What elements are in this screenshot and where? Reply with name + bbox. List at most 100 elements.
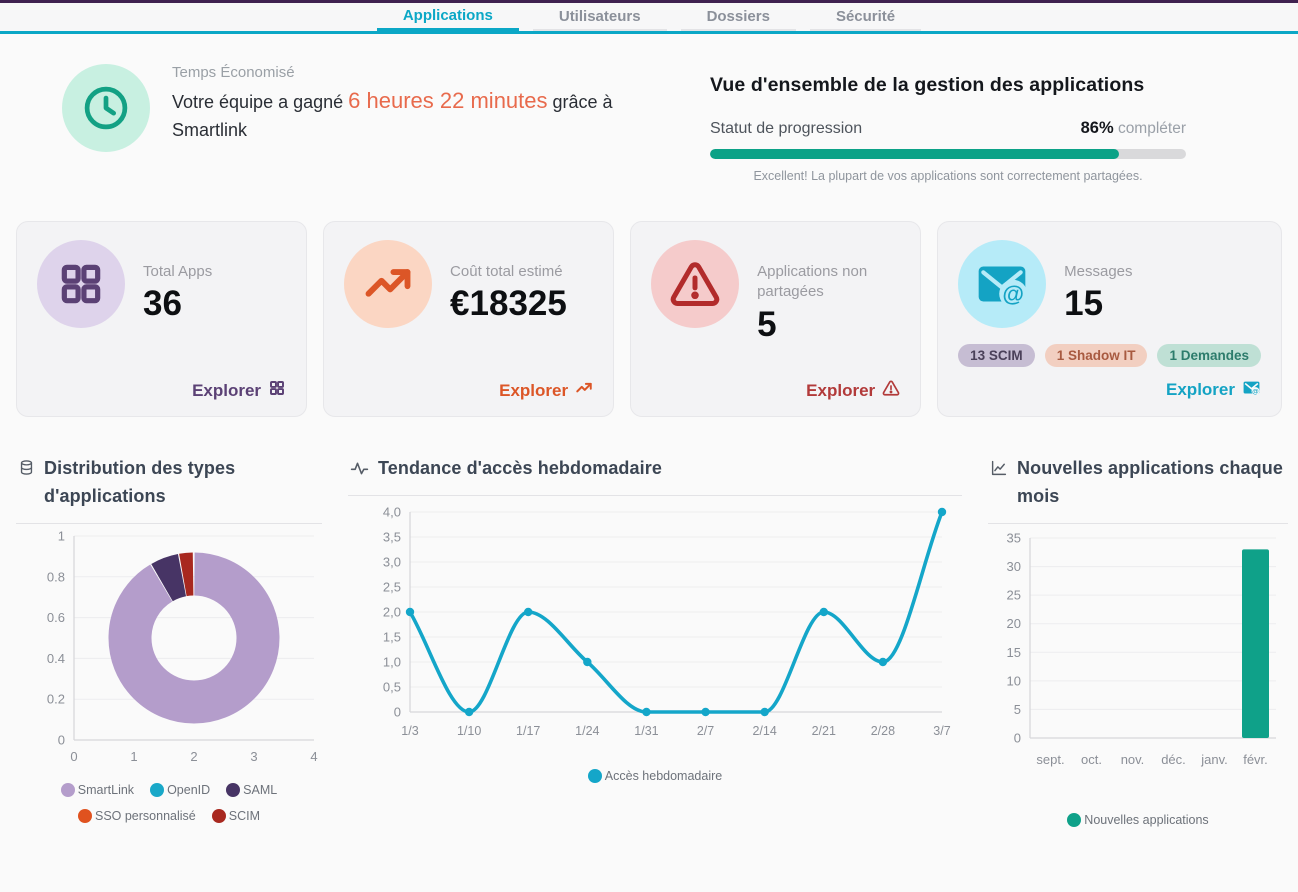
- explore-label: Explorer: [806, 380, 876, 400]
- badge-scim: 13 SCIM: [958, 344, 1035, 367]
- svg-text:0: 0: [394, 705, 401, 720]
- grid-icon: [37, 240, 125, 328]
- legend-swatch: [226, 782, 241, 797]
- svg-text:févr.: févr.: [1243, 752, 1268, 767]
- svg-text:25: 25: [1007, 587, 1021, 602]
- charts-row: Distribution des types d'applications 1 0…: [16, 449, 1288, 827]
- card-value: 5: [757, 304, 777, 344]
- svg-text:2,0: 2,0: [383, 605, 401, 620]
- line-chart: 4,0 3,5 3,0 2,5 2,0 1,5 1,0 0,5 01/3 1/10 1/17 1/24…: [383, 505, 951, 739]
- badge-shadow-it: 1 Shadow IT: [1044, 344, 1148, 367]
- svg-text:15: 15: [1007, 645, 1021, 660]
- legend-item[interactable]: SCIM: [211, 808, 260, 823]
- stat-card-unshared: Applications non partagées 5 Explorer: [630, 221, 922, 417]
- svg-text:nov.: nov.: [1121, 752, 1145, 767]
- card-label: Total Apps: [143, 263, 213, 280]
- legend-item[interactable]: SAML: [226, 782, 277, 797]
- svg-text:2/14: 2/14: [752, 724, 776, 738]
- legend-item[interactable]: Nouvelles applications: [1067, 812, 1209, 827]
- svg-text:35: 35: [1007, 530, 1021, 545]
- svg-text:1/24: 1/24: [575, 724, 599, 738]
- svg-text:0: 0: [1014, 730, 1021, 745]
- activity-icon: [350, 459, 369, 483]
- explore-messages-link[interactable]: Explorer @: [1166, 378, 1261, 402]
- legend-item[interactable]: SSO personnalisé: [77, 808, 196, 823]
- explore-label: Explorer: [192, 380, 262, 400]
- card-value: 15: [1064, 284, 1104, 324]
- svg-text:0.4: 0.4: [47, 651, 65, 666]
- explore-cost-link[interactable]: Explorer: [499, 379, 593, 402]
- stat-card-cost: Coût total estimé €18325 Explorer: [323, 221, 615, 417]
- tab-utilisateurs[interactable]: Utilisateurs: [532, 3, 667, 31]
- svg-text:@: @: [1003, 281, 1025, 306]
- badge-demandes: 1 Demandes: [1157, 344, 1261, 367]
- svg-text:30: 30: [1007, 559, 1021, 574]
- bar-legend: Nouvelles applications: [988, 812, 1288, 827]
- legend-label: Nouvelles applications: [1084, 812, 1209, 827]
- svg-text:20: 20: [1007, 616, 1021, 631]
- legend-item[interactable]: Accès hebdomadaire: [587, 769, 722, 783]
- legend-swatch: [211, 808, 226, 823]
- time-saved-block: Temps Économisé Votre équipe a gagné 6 h…: [62, 64, 672, 183]
- card-label: Messages: [1064, 263, 1133, 280]
- svg-text:0: 0: [58, 732, 65, 747]
- explore-label: Explorer: [1166, 380, 1235, 399]
- legend-item[interactable]: SmartLink: [60, 782, 135, 797]
- svg-text:1/3: 1/3: [401, 724, 418, 738]
- svg-text:@: @: [1252, 388, 1259, 395]
- chart-line-icon: [990, 459, 1008, 482]
- legend-label: SmartLink: [77, 782, 135, 797]
- svg-text:0,5: 0,5: [383, 680, 401, 695]
- progress-fill: [710, 149, 1120, 159]
- database-icon: [18, 459, 35, 481]
- hero-section: Temps Économisé Votre équipe a gagné 6 h…: [0, 34, 1298, 183]
- panel-new-apps: Nouvelles applications chaque mois 35 30 2…: [988, 449, 1288, 827]
- warning-triangle-icon: [651, 240, 740, 328]
- trending-up-icon: [575, 379, 593, 402]
- stat-card-messages: @ Messages 15 13 SCIM 1 Shadow IT 1 Dema…: [937, 221, 1282, 417]
- stat-cards-row: Total Apps 36 Explorer Coût total estimé: [16, 221, 1282, 417]
- progress-caption: Excellent! La plupart de vos application…: [753, 169, 1143, 183]
- legend-item[interactable]: OpenID: [150, 782, 211, 797]
- time-saved-text-after: grâce à Smartlink: [172, 92, 613, 140]
- tab-securite[interactable]: Sécurité: [809, 3, 922, 31]
- card-value: €18325: [450, 284, 567, 324]
- svg-text:1/31: 1/31: [634, 724, 658, 738]
- clock-icon: [62, 64, 150, 152]
- tab-applications[interactable]: Applications: [376, 3, 519, 31]
- svg-text:1,0: 1,0: [383, 655, 401, 670]
- svg-text:sept.: sept.: [1036, 752, 1064, 767]
- message-badges: 13 SCIM 1 Shadow IT 1 Demandes: [958, 344, 1261, 367]
- top-accent-bar: [0, 0, 1298, 3]
- card-label: Coût total estimé: [450, 263, 563, 280]
- svg-text:2/28: 2/28: [871, 724, 895, 738]
- chart-title-donut: Distribution des types d'applications: [44, 458, 236, 506]
- card-value: 36: [143, 284, 182, 324]
- progress-percent-text: 86% compléter: [1081, 119, 1186, 138]
- svg-text:oct.: oct.: [1081, 752, 1102, 767]
- time-saved-text-before: Votre équipe a gagné: [172, 92, 344, 112]
- explore-unshared-link[interactable]: Explorer: [806, 379, 900, 402]
- progress-bar: [710, 149, 1186, 159]
- svg-text:3,5: 3,5: [383, 530, 401, 545]
- card-label: Applications non partagées: [757, 263, 868, 301]
- time-saved-highlight: 6 heures 22 minutes: [348, 88, 548, 113]
- main-nav-tabs: Applications Utilisateurs Dossiers Sécur…: [0, 3, 1298, 34]
- grid-icon: [268, 379, 286, 402]
- chart-title-line: Tendance d'accès hebdomadaire: [378, 458, 662, 478]
- time-saved-text: Votre équipe a gagné 6 heures 22 minutes…: [172, 84, 672, 144]
- svg-text:1: 1: [130, 749, 137, 764]
- progress-value: 86%: [1080, 119, 1114, 137]
- svg-text:janv.: janv.: [1200, 752, 1228, 767]
- svg-text:0.2: 0.2: [47, 691, 65, 706]
- tab-dossiers[interactable]: Dossiers: [680, 3, 796, 31]
- trending-up-icon: [344, 240, 433, 328]
- mail-at-icon: @: [1242, 378, 1261, 402]
- explore-total-apps-link[interactable]: Explorer: [192, 379, 286, 402]
- overview-title: Vue d'ensemble de la gestion des applica…: [710, 74, 1145, 96]
- donut-legend: SmartLink OpenID SAML SSO personnalisé SCIM: [34, 782, 304, 823]
- legend-label: OpenID: [167, 782, 211, 797]
- svg-text:0: 0: [70, 749, 77, 764]
- legend-label: SCIM: [228, 808, 260, 823]
- panel-app-types: Distribution des types d'applications 1 0…: [16, 449, 322, 827]
